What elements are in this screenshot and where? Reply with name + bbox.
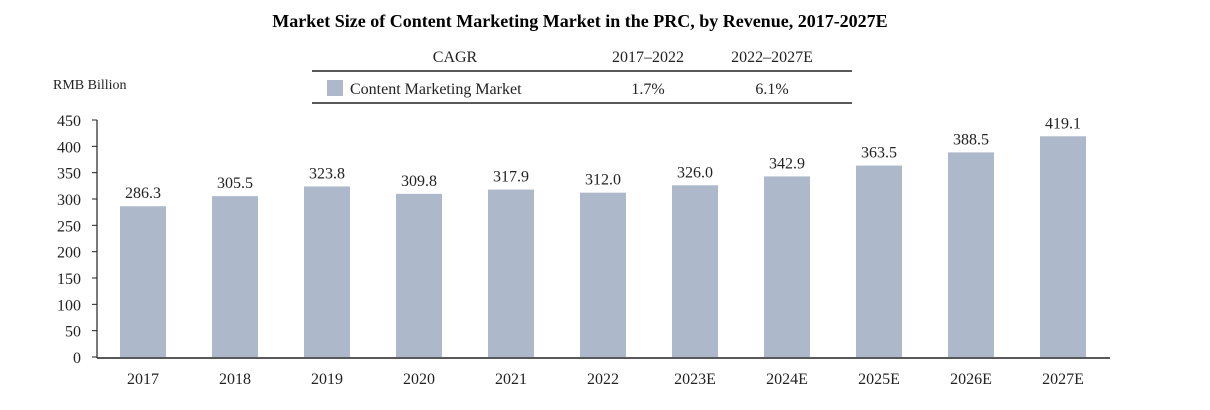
y-tick-label: 450: [57, 113, 81, 130]
y-tick-label: 150: [57, 271, 81, 288]
bars: 286.3 305.5 323.8 309.8 317.9 312.0 326.0 342.9…: [120, 115, 1086, 357]
y-tick-label: 350: [57, 166, 81, 183]
data-label: 305.5: [217, 175, 253, 192]
data-label: 326.0: [677, 164, 713, 181]
data-label: 388.5: [953, 131, 989, 148]
cagr-table: CAGR 2017–2022 2022–2027E Content Market…: [312, 49, 852, 104]
y-axis: 0 50 100 150 200 250 300 350 400 450: [57, 113, 97, 367]
chart-title: Market Size of Content Marketing Market …: [272, 11, 887, 31]
cagr-header-period-2: 2022–2027E: [731, 49, 813, 66]
data-label: 363.5: [861, 145, 897, 162]
x-tick-label: 2025E: [858, 371, 900, 388]
y-tick-label: 200: [57, 245, 81, 262]
data-label: 309.8: [401, 173, 437, 190]
legend-series-name: Content Marketing Market: [350, 81, 522, 98]
y-axis-label: RMB Billion: [53, 78, 127, 93]
y-tick-label: 50: [65, 324, 81, 341]
y-tick-label: 300: [57, 192, 81, 209]
bar-2017: [120, 206, 166, 357]
data-label: 312.0: [585, 172, 621, 189]
legend-swatch: [327, 80, 343, 96]
x-tick-label: 2018: [219, 371, 251, 388]
x-tick-label: 2024E: [766, 371, 808, 388]
x-tick-label: 2023E: [674, 371, 716, 388]
cagr-header-label: CAGR: [433, 49, 478, 66]
x-tick-label: 2026E: [950, 371, 992, 388]
bar-2019: [304, 186, 350, 357]
y-tick-label: 0: [73, 350, 81, 367]
bar-2023e: [672, 185, 718, 357]
bar-2021: [488, 189, 534, 357]
bar-2024e: [764, 176, 810, 357]
bar-2026e: [948, 152, 994, 357]
x-tick-label: 2020: [403, 371, 435, 388]
bar-2018: [212, 196, 258, 357]
cagr-value-2017-2022: 1.7%: [631, 81, 664, 98]
x-axis: 2017 2018 2019 2020 2021 2022 2023E 2024E 2025E 2…: [127, 371, 1084, 388]
cagr-value-2022-2027e: 6.1%: [755, 81, 788, 98]
bar-2022: [580, 192, 626, 357]
data-label: 419.1: [1045, 115, 1081, 132]
bar-2020: [396, 193, 442, 357]
data-label: 323.8: [309, 165, 345, 182]
x-tick-label: 2021: [495, 371, 527, 388]
y-tick-label: 250: [57, 218, 81, 235]
cagr-header-period-1: 2017–2022: [612, 49, 684, 66]
x-tick-label: 2017: [127, 371, 159, 388]
y-tick-label: 400: [57, 139, 81, 156]
bar-2027e: [1040, 136, 1086, 357]
x-tick-label: 2022: [587, 371, 619, 388]
y-tick-label: 100: [57, 297, 81, 314]
bar-2025e: [856, 165, 902, 357]
x-tick-label: 2019: [311, 371, 343, 388]
data-label: 317.9: [493, 169, 529, 186]
x-tick-label: 2027E: [1042, 371, 1084, 388]
data-label: 342.9: [769, 155, 805, 172]
data-label: 286.3: [125, 185, 161, 202]
